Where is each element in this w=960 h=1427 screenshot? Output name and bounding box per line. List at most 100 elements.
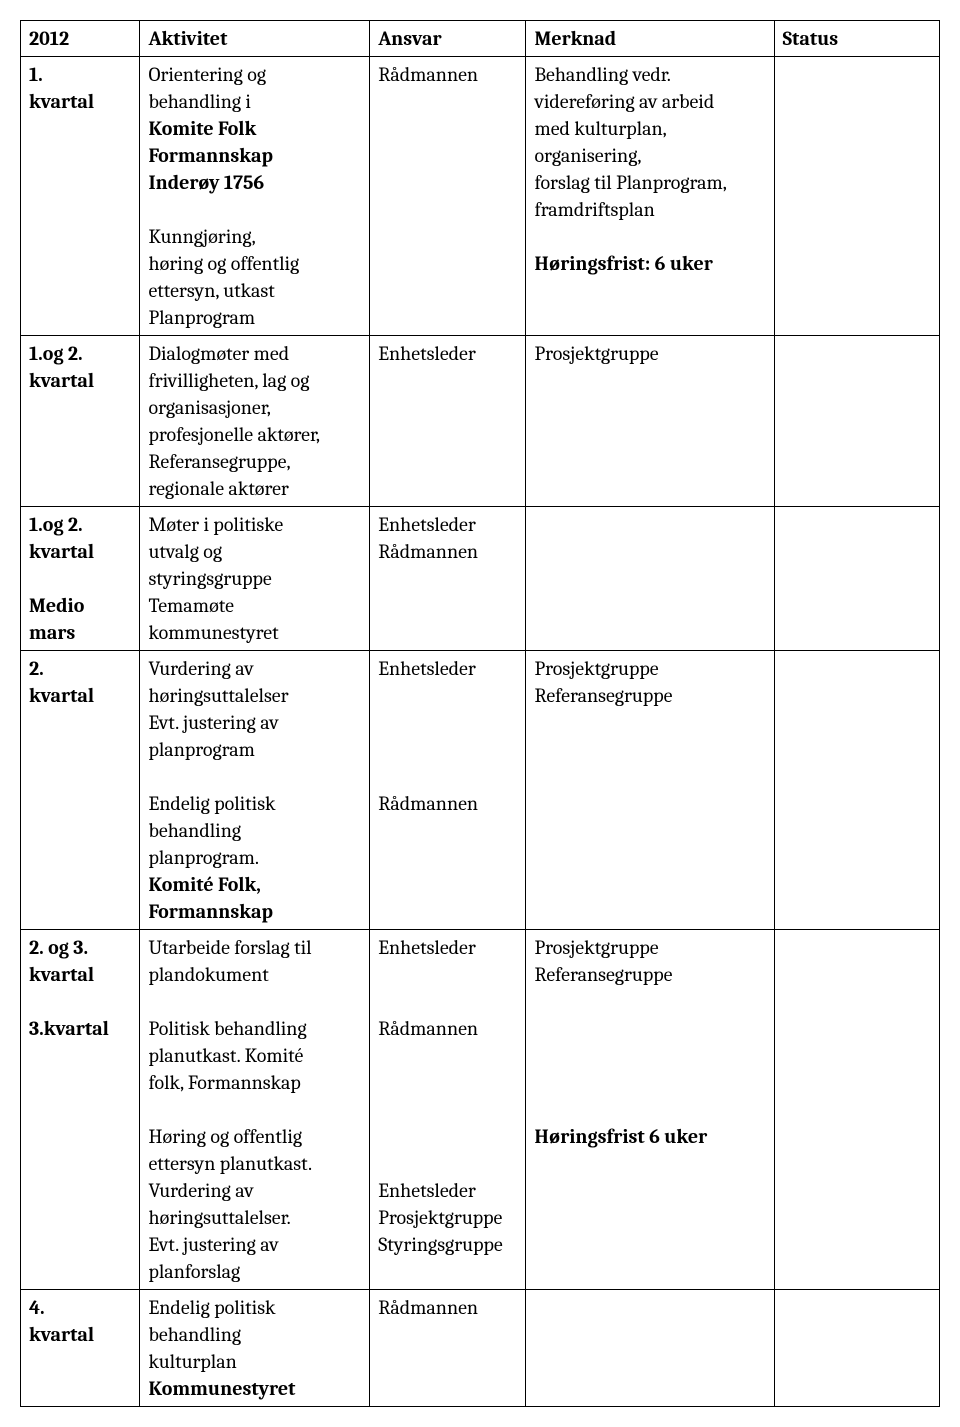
period-line: kvartal	[29, 367, 131, 394]
aktivitet-line: Endelig politisk	[148, 790, 361, 817]
spacer	[378, 961, 517, 988]
spacer	[378, 1096, 517, 1123]
period-line: kvartal	[29, 538, 131, 565]
aktivitet-line: Møter i politiske	[148, 511, 361, 538]
ansvar-line: Rådmannen	[378, 790, 517, 817]
merknad-line: Behandling vedr.	[534, 61, 765, 88]
period-line: kvartal	[29, 961, 131, 988]
aktivitet-line: frivilligheten, lag og	[148, 367, 361, 394]
cell-status	[774, 1290, 939, 1407]
table-row: 1. kvartal Orientering og behandling i K…	[21, 57, 940, 336]
cell-ansvar: Enhetsleder Rådmannen	[370, 651, 526, 930]
aktivitet-line: ettersyn, utkast	[148, 277, 361, 304]
merknad-line: framdriftsplan	[534, 196, 765, 223]
cell-period: 4. kvartal	[21, 1290, 140, 1407]
cell-merknad: Prosjektgruppe Referansegruppe Høringsfr…	[526, 930, 774, 1290]
aktivitet-line: Endelig politisk	[148, 1294, 361, 1321]
merknad-line: med kulturplan,	[534, 115, 765, 142]
ansvar-line: Enhetsleder	[378, 511, 517, 538]
spacer	[378, 709, 517, 736]
cell-status	[774, 57, 939, 336]
aktivitet-line: planprogram.	[148, 844, 361, 871]
cell-merknad	[526, 507, 774, 651]
plan-table: 2012 Aktivitet Ansvar Merknad Status 1. …	[20, 20, 940, 1407]
cell-aktivitet: Dialogmøter med frivilligheten, lag og o…	[140, 336, 370, 507]
ansvar-line: Enhetsleder	[378, 1177, 517, 1204]
period-line: 4.	[29, 1294, 131, 1321]
period-line: 3.kvartal	[29, 1015, 131, 1042]
aktivitet-bold-line: Kommunestyret	[148, 1375, 361, 1402]
spacer	[29, 565, 131, 592]
table-row: 2. og 3. kvartal 3.kvartal Utarbeide for…	[21, 930, 940, 1290]
spacer	[378, 682, 517, 709]
aktivitet-line: Temamøte	[148, 592, 361, 619]
period-line: 2.	[29, 655, 131, 682]
ansvar-line: Styringsgruppe	[378, 1231, 517, 1258]
cell-aktivitet: Endelig politisk behandling kulturplan K…	[140, 1290, 370, 1407]
cell-status	[774, 651, 939, 930]
aktivitet-bold-line: Inderøy 1756	[148, 169, 361, 196]
aktivitet-line: planutkast. Komité	[148, 1042, 361, 1069]
cell-aktivitet: Vurdering av høringsuttalelser Evt. just…	[140, 651, 370, 930]
cell-period: 2. kvartal	[21, 651, 140, 930]
cell-status	[774, 930, 939, 1290]
aktivitet-line: Evt. justering av	[148, 1231, 361, 1258]
col-header-status: Status	[774, 21, 939, 57]
spacer	[534, 1015, 765, 1042]
spacer	[378, 1069, 517, 1096]
spacer	[148, 763, 361, 790]
spacer	[534, 1069, 765, 1096]
cell-period: 1. kvartal	[21, 57, 140, 336]
cell-aktivitet: Utarbeide forslag til plandokument Polit…	[140, 930, 370, 1290]
aktivitet-line: plandokument	[148, 961, 361, 988]
cell-merknad: Prosjektgruppe	[526, 336, 774, 507]
spacer	[534, 1096, 765, 1123]
ansvar-line: Enhetsleder	[378, 655, 517, 682]
cell-aktivitet: Orientering og behandling i Komite Folk …	[140, 57, 370, 336]
merknad-line: Referansegruppe	[534, 961, 765, 988]
ansvar-line: Prosjektgruppe	[378, 1204, 517, 1231]
ansvar-line: Rådmannen	[378, 1294, 517, 1321]
cell-period: 1.og 2. kvartal	[21, 336, 140, 507]
aktivitet-line: profesjonelle aktører,	[148, 421, 361, 448]
aktivitet-line: Kunngjøring,	[148, 223, 361, 250]
spacer	[148, 196, 361, 223]
table-row: 4. kvartal Endelig politisk behandling k…	[21, 1290, 940, 1407]
merknad-line: Prosjektgruppe	[534, 655, 765, 682]
aktivitet-line: Orientering og	[148, 61, 361, 88]
cell-status	[774, 336, 939, 507]
aktivitet-bold-line: Formannskap	[148, 898, 361, 925]
aktivitet-line: Referansegruppe,	[148, 448, 361, 475]
aktivitet-line: Utarbeide forslag til	[148, 934, 361, 961]
period-line: Medio	[29, 592, 131, 619]
aktivitet-line: høringsuttalelser	[148, 682, 361, 709]
cell-ansvar: Rådmannen	[370, 1290, 526, 1407]
aktivitet-bold-line: Komite Folk	[148, 115, 361, 142]
spacer	[148, 988, 361, 1015]
aktivitet-line: kulturplan	[148, 1348, 361, 1375]
col-header-merknad: Merknad	[526, 21, 774, 57]
spacer	[534, 223, 765, 250]
aktivitet-bold-line: Formannskap	[148, 142, 361, 169]
cell-status	[774, 507, 939, 651]
period-line: 2. og 3.	[29, 934, 131, 961]
spacer	[29, 988, 131, 1015]
cell-period: 1.og 2. kvartal Medio mars	[21, 507, 140, 651]
ansvar-line: Rådmannen	[378, 1015, 517, 1042]
merknad-line: Prosjektgruppe	[534, 934, 765, 961]
aktivitet-line: utvalg og	[148, 538, 361, 565]
aktivitet-line: Politisk behandling	[148, 1015, 361, 1042]
merknad-bold-line: Høringsfrist 6 uker	[534, 1123, 765, 1150]
period-line: 1.og 2.	[29, 511, 131, 538]
cell-merknad	[526, 1290, 774, 1407]
period-line: kvartal	[29, 1321, 131, 1348]
aktivitet-bold-line: Komité Folk,	[148, 871, 361, 898]
table-header-row: 2012 Aktivitet Ansvar Merknad Status	[21, 21, 940, 57]
aktivitet-line: ettersyn planutkast.	[148, 1150, 361, 1177]
col-header-period: 2012	[21, 21, 140, 57]
aktivitet-line: regionale aktører	[148, 475, 361, 502]
spacer	[148, 1096, 361, 1123]
spacer	[378, 1150, 517, 1177]
cell-merknad: Prosjektgruppe Referansegruppe	[526, 651, 774, 930]
ansvar-line: Rådmannen	[378, 538, 517, 565]
